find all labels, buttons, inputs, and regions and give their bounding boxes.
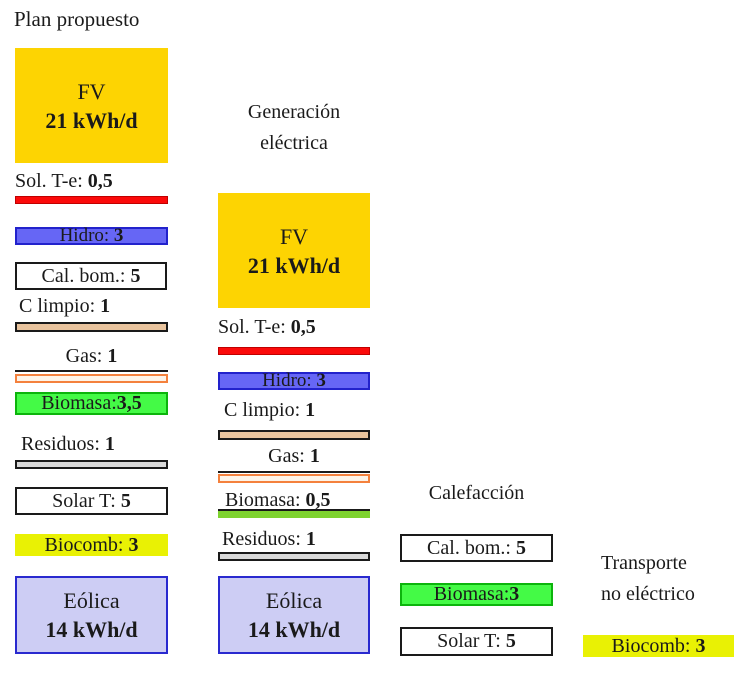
solar-t-label: Solar T: (52, 489, 116, 512)
clean-coal-label: C limpio: (19, 295, 96, 317)
fv-value: 21 kWh/d (45, 107, 138, 133)
eolica-label: Eólica (63, 588, 120, 613)
transporte-header: Transporte no eléctrico (601, 548, 741, 610)
calefaccion-header: Calefacción (428, 482, 525, 504)
clean-coal-label: C limpio: (224, 399, 301, 421)
generacion-header: Generación eléctrica (203, 97, 385, 159)
solar-termo-row-plan: Sol. T-e: 0,5 (15, 169, 168, 193)
biomasa-underline (218, 509, 370, 511)
gas-label: Gas: (65, 345, 103, 367)
transporte-header-line1: Transporte (601, 552, 687, 574)
hidro-value: 3 (311, 370, 326, 391)
solar-termo-bar (218, 347, 370, 355)
gas-bar (15, 374, 168, 383)
residuos-bar (218, 552, 370, 561)
residuos-label: Residuos: (21, 433, 100, 455)
hidro-label: Hidro: (262, 370, 312, 391)
fv-label: FV (77, 78, 106, 104)
hidro-block-electric: Hidro: 3 (218, 370, 370, 391)
clean-coal-row-plan: C limpio: 1 (19, 294, 168, 318)
plan-title: Plan propuesto (14, 7, 140, 31)
biocomb-value: 3 (123, 533, 139, 556)
biocomb-label: Biocomb: (44, 533, 124, 556)
gas-row-plan: Gas: 1 (15, 344, 168, 368)
solar-t-block-heating: Solar T: 5 (400, 627, 553, 656)
generacion-header-line1: Generación (247, 101, 341, 123)
residuos-value: 1 (300, 528, 316, 550)
biocomb-highlight-transport: Biocomb: 3 (583, 635, 734, 657)
solar-t-label: Solar T: (437, 630, 501, 652)
biomasa-block-plan: Biomasa: 3,5 (15, 392, 168, 415)
eolica-block-electric: Eólica 14 kWh/d (218, 576, 370, 654)
gas-value: 1 (304, 445, 320, 467)
biomasa-value: 3 (509, 583, 520, 605)
solar-termo-label: Sol. T-e: (15, 170, 83, 192)
residuos-bar (15, 460, 168, 469)
clean-coal-bar (218, 430, 370, 440)
heat-pump-value: 5 (510, 536, 526, 559)
gas-underline (218, 471, 370, 473)
solar-t-value: 5 (115, 489, 131, 512)
hidro-block-plan: Hidro: 3 (15, 225, 168, 246)
heat-pump-label: Cal. bom.: (427, 536, 511, 559)
fv-label: FV (279, 223, 309, 249)
clean-coal-bar (15, 322, 168, 332)
gas-underline (15, 370, 168, 372)
heat-pump-block-heating: Cal. bom.: 5 (400, 534, 553, 562)
gas-value: 1 (102, 345, 118, 367)
solar-t-value: 5 (500, 630, 516, 652)
solar-termo-value: 0,5 (285, 316, 316, 338)
solar-termo-value: 0,5 (82, 170, 113, 192)
transporte-header-line2: no eléctrico (601, 583, 695, 605)
solar-t-block-plan: Solar T: 5 (15, 487, 168, 515)
gas-bar (218, 474, 370, 483)
biocomb-highlight-plan: Biocomb: 3 (15, 534, 168, 556)
residuos-value: 1 (99, 433, 115, 455)
residuos-row-plan: Residuos: 1 (21, 432, 168, 456)
biomasa-value: 3,5 (116, 392, 142, 414)
biomasa-value: 0,5 (300, 489, 331, 511)
generacion-header-line2: eléctrica (260, 132, 328, 154)
heat-pump-label: Cal. bom.: (41, 264, 126, 287)
residuos-label: Residuos: (222, 528, 301, 550)
clean-coal-value: 1 (95, 295, 111, 317)
biomasa-block-heating: Biomasa: 3 (400, 583, 553, 606)
biocomb-label: Biocomb: (611, 634, 691, 657)
solar-termo-label: Sol. T-e: (218, 316, 286, 338)
eolica-value: 14 kWh/d (247, 617, 341, 642)
solar-termo-bar (15, 196, 168, 204)
heat-pump-block-plan: Cal. bom.: 5 (15, 262, 167, 290)
gas-label: Gas: (268, 445, 305, 467)
heat-pump-value: 5 (125, 264, 141, 287)
clean-coal-value: 1 (300, 399, 316, 421)
eolica-block-plan: Eólica 14 kWh/d (15, 576, 168, 654)
hidro-value: 3 (109, 225, 124, 246)
fv-block-plan: FV 21 kWh/d (15, 48, 168, 163)
biomasa-row-electric: Biomasa: 0,5 (225, 488, 370, 512)
hidro-label: Hidro: (59, 225, 110, 246)
biomasa-bar (218, 511, 370, 518)
biomasa-label: Biomasa: (41, 392, 117, 414)
fv-block-electric: FV 21 kWh/d (218, 193, 370, 308)
clean-coal-row-electric: C limpio: 1 (224, 398, 370, 422)
biomasa-label: Biomasa: (433, 583, 510, 605)
eolica-value: 14 kWh/d (45, 617, 138, 642)
solar-termo-row-electric: Sol. T-e: 0,5 (218, 315, 370, 339)
residuos-row-electric: Residuos: 1 (222, 527, 370, 551)
fv-value: 21 kWh/d (247, 252, 341, 278)
biocomb-value: 3 (690, 634, 706, 657)
gas-row-electric: Gas: 1 (218, 444, 370, 468)
eolica-label: Eólica (265, 588, 323, 613)
biomasa-label: Biomasa: (225, 489, 301, 511)
